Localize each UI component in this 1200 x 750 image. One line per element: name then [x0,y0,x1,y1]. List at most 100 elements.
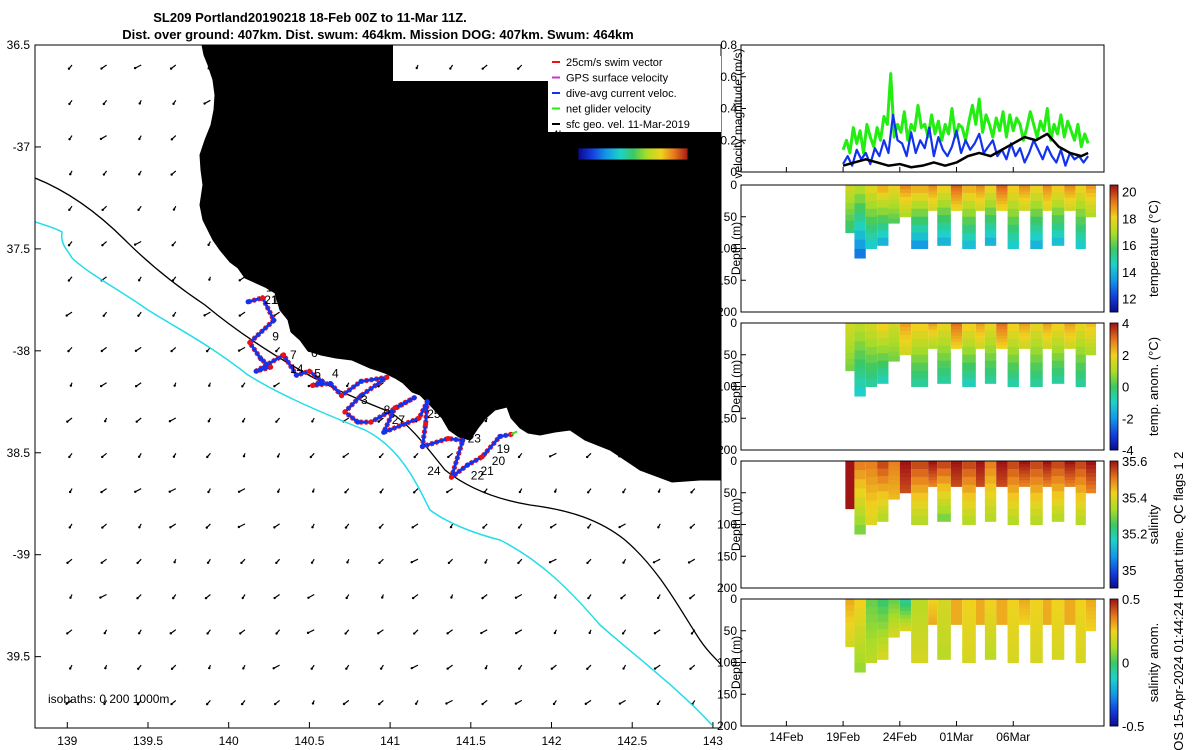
section-colorbar-cell [1110,637,1118,639]
section-colorbar-cell [1110,228,1118,230]
section-y-tick-label: 50 [724,624,738,638]
section-cell [984,192,997,201]
section-cell [877,338,889,347]
section-cell [911,323,929,332]
section-cell [845,208,855,216]
section-cell [1042,335,1052,340]
section-cell [1030,200,1043,210]
current-arrow-head [68,490,72,494]
current-arrow-head [414,702,418,706]
section-colorbar-cell [1110,430,1118,432]
section-cell [1064,332,1076,337]
section-cell [1085,185,1097,190]
section-cell [865,492,878,502]
section-cell [996,608,1008,613]
colorbar-cell [637,148,639,160]
track-waypoint [293,372,299,378]
section-cell [937,629,951,638]
section-colorbar-cell [1110,287,1118,289]
section-colorbar-cell [1110,520,1118,522]
section-cell [1018,464,1031,468]
section-cell [928,335,938,340]
colorbar-cell [646,148,648,160]
colorbar-cell [670,148,672,160]
section-cell [1030,638,1043,648]
section-cell [1018,476,1031,481]
track-dive-label: 22 [471,468,485,482]
section-colorbar-cell [1110,404,1118,406]
colorbar-cell [588,148,590,160]
section-cell [1051,353,1065,362]
current-arrow-head [378,561,381,565]
section-cell [1075,654,1086,663]
section-colorbar-cell [1110,580,1118,582]
section-cell [1007,323,1019,332]
colorbar-cell [676,148,678,160]
section-cell [928,608,938,613]
section-cell [928,467,938,472]
section-cell [1064,185,1076,189]
section-cell [845,478,855,486]
track-waypoint [460,438,466,444]
track-waypoint [358,378,364,384]
legend-box [548,56,721,132]
section-colorbar-cell [1110,214,1118,216]
section-colorbar-cell [1110,397,1118,399]
section-colorbar-cell [1110,206,1118,208]
colorbar-cell [578,148,580,160]
section-colorbar-cell [1110,651,1118,653]
section-cell [845,323,855,330]
colorbar-cell [666,148,668,160]
section-cell [1075,192,1086,202]
current-arrow-head [309,455,313,459]
section-y-tick-label: 50 [724,210,738,224]
current-arrow-head [344,526,348,529]
section-colorbar-cell [1110,496,1118,498]
section-cell [975,611,985,616]
section-colorbar-cell [1110,252,1118,254]
current-arrow-head [169,632,172,635]
section-cell [899,472,912,478]
section-colorbar-cell [1110,662,1118,664]
section-colorbar-cell [1110,617,1118,619]
section-colorbar-cell [1110,383,1118,385]
colorbar-cell [672,148,674,160]
colorbar-cell [623,148,625,160]
section-cell [1042,599,1052,603]
track-waypoint [245,299,251,305]
section-colorbar-cell [1110,707,1118,709]
section-colorbar-cell [1110,557,1118,559]
section-cell [950,483,963,487]
section-colorbar-cell [1110,208,1118,210]
colorbar-cell [681,148,683,160]
section-colorbar-cell [1110,333,1118,335]
current-arrow-head [205,349,209,353]
section-cell [888,480,900,486]
section-cell [984,338,997,347]
section-colorbar-cell [1110,558,1118,560]
section-cell [1007,378,1019,387]
colorbar-cell [677,148,679,160]
track-waypoint [479,454,485,460]
section-cell [1018,200,1031,205]
section-cell [1064,464,1076,468]
section-colorbar-tick-label: 2 [1122,348,1129,363]
track-waypoint [465,462,471,468]
section-y-tick-label: 0 [730,316,737,330]
section-colorbar-cell [1110,438,1118,440]
section-colorbar-cell [1110,250,1118,252]
section-cell [899,330,912,336]
section-cell [1042,467,1052,472]
section-cell [888,204,900,210]
section-cell [877,368,889,377]
section-cell [854,644,866,655]
section-colorbar-cell [1110,572,1118,574]
section-cell [937,237,951,246]
track-waypoint [319,378,325,384]
section-colorbar-cell [1110,429,1118,431]
section-colorbar-cell [1110,703,1118,705]
colorbar-cell [649,148,651,160]
section-cell [950,191,963,196]
colorbar-cell [685,148,687,160]
section-cell [1007,216,1019,226]
